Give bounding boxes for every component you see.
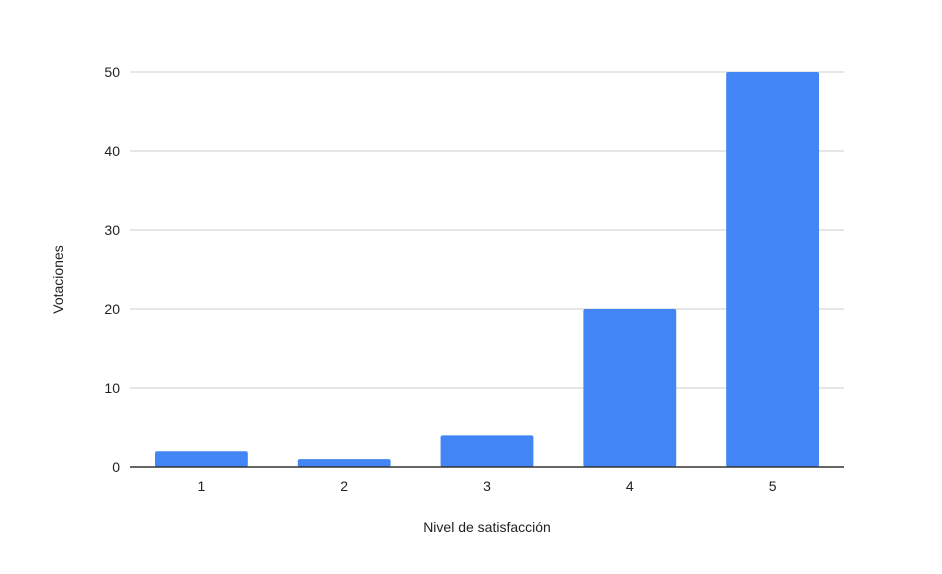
y-tick-label: 50 [104,64,120,80]
x-tick-label: 3 [483,478,491,494]
y-tick-label: 0 [112,459,120,475]
bar-4 [583,309,677,467]
x-tick-label: 5 [769,478,777,494]
y-tick-label: 20 [104,301,120,317]
bar-1 [154,451,248,467]
x-tick-label: 2 [340,478,348,494]
y-tick-labels: 0 10 20 30 40 50 [104,64,120,475]
y-tick-label: 10 [104,380,120,396]
x-tick-label: 4 [626,478,634,494]
bars [154,72,820,467]
bar-3 [440,435,534,467]
x-tick-labels: 1 2 3 4 5 [198,478,777,494]
y-tick-label: 30 [104,222,120,238]
y-tick-label: 40 [104,143,120,159]
x-tick-label: 1 [198,478,206,494]
bar-2 [297,459,391,467]
y-axis-title: Votaciones [50,245,66,314]
bar-5 [726,72,820,467]
gridlines [130,71,844,389]
x-axis-title: Nivel de satisfacción [423,519,551,535]
